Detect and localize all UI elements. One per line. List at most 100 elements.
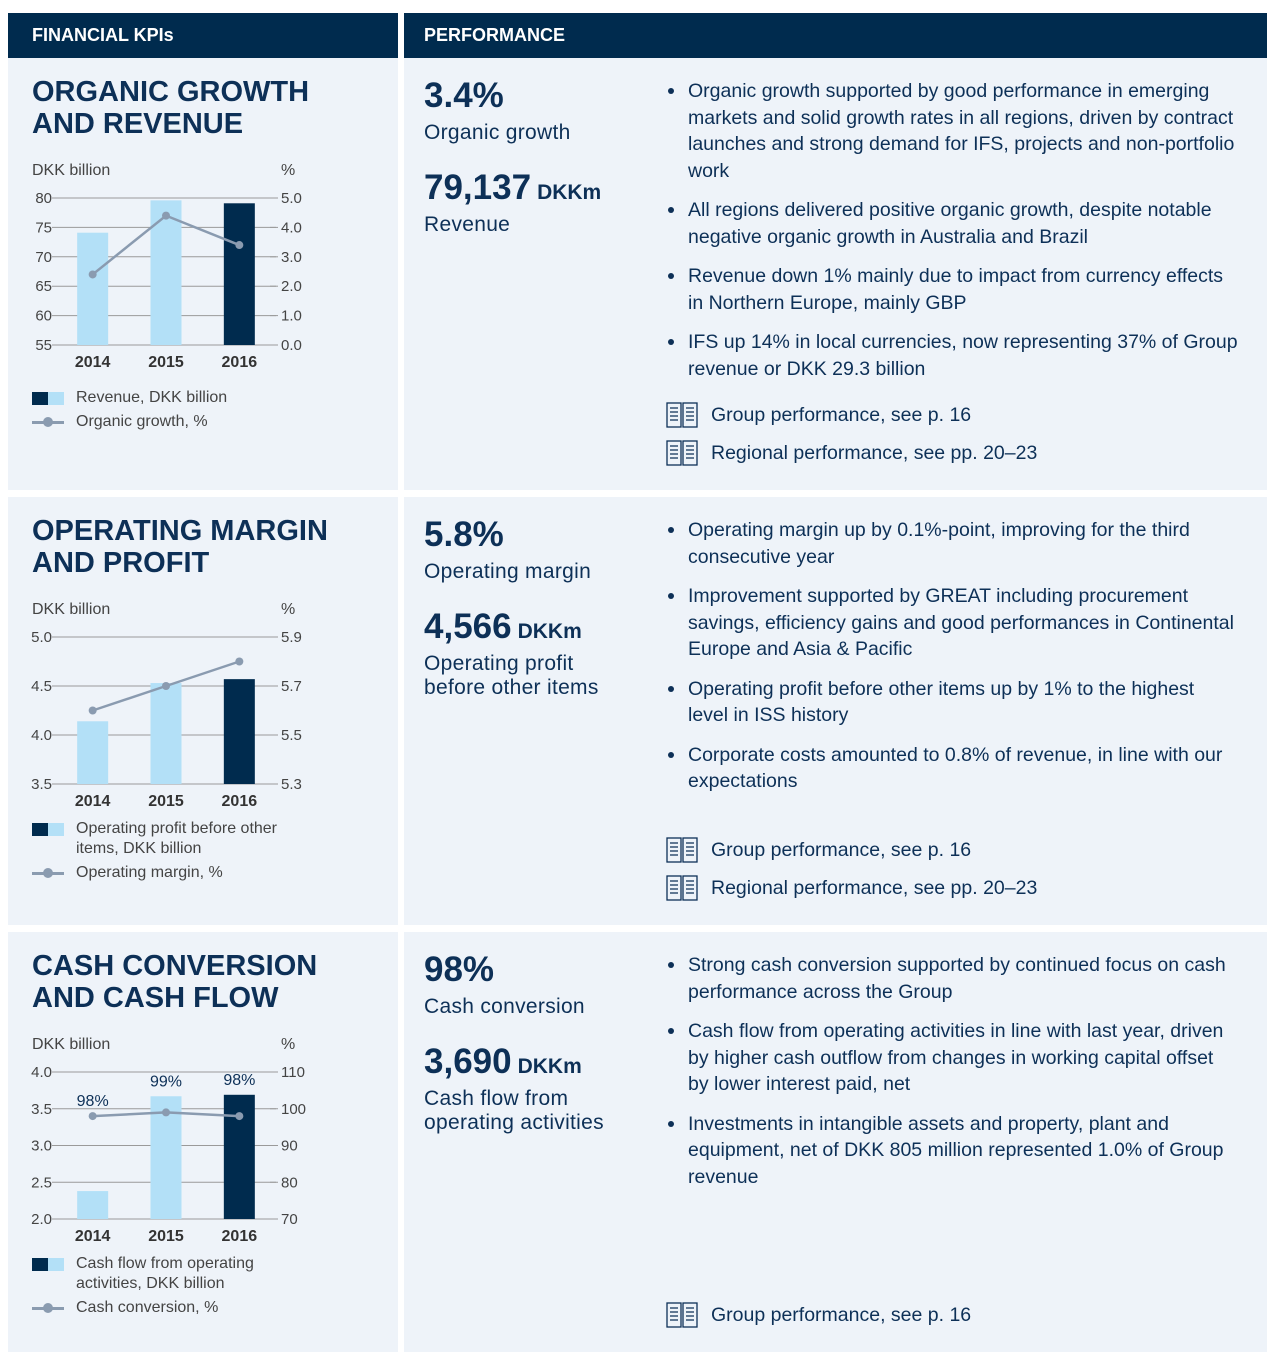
y2-axis-label: % xyxy=(281,601,295,618)
data-label: 98% xyxy=(77,1093,109,1110)
legend-item: Operating profit before other items, DKK… xyxy=(32,819,301,859)
x-tick-label: 2015 xyxy=(148,793,184,810)
performance-panel: 98% Cash conversion 3,690 DKKm Cash flow fro… xyxy=(404,932,1267,1352)
legend: Cash flow from operating activities, DKK… xyxy=(32,1254,301,1322)
bullets: Operating margin up by 0.1%-point, impro… xyxy=(668,517,1238,808)
bullet: All regions delivered positive organic g… xyxy=(668,197,1238,250)
bullet: Strong cash conversion supported by cont… xyxy=(668,952,1238,1005)
kpi-unit: DKKm xyxy=(537,181,602,204)
bar xyxy=(150,1096,182,1219)
line-point xyxy=(162,682,170,690)
legend-label: Operating profit before other items, DKK… xyxy=(76,820,278,857)
legend-label: Revenue, DKK billion xyxy=(76,389,228,406)
kpi-value: 3.4% xyxy=(424,76,504,116)
y2-tick-label: 0.0 xyxy=(281,337,302,354)
y-tick-label: 3.5 xyxy=(31,1101,52,1118)
y2-tick-label: 5.5 xyxy=(281,727,302,744)
y-tick-label: 80 xyxy=(35,190,52,207)
legend-item: Cash flow from operating activities, DKK… xyxy=(32,1254,301,1294)
y2-tick-label: 5.3 xyxy=(281,776,302,793)
reference: Group performance, see p. 16 xyxy=(666,1296,971,1334)
y-tick-label: 55 xyxy=(35,337,52,354)
y-tick-label: 2.0 xyxy=(31,1211,52,1228)
book-icon xyxy=(666,837,698,863)
kpi-number: 5.8% xyxy=(424,515,504,554)
bar xyxy=(77,1191,109,1219)
header-left: FINANCIAL KPIs xyxy=(8,13,398,58)
x-tick-label: 2014 xyxy=(75,354,111,371)
y2-tick-label: 5.0 xyxy=(281,190,302,207)
kpi-label: Organic growth xyxy=(424,121,571,144)
chart: DKK billion % 3.5 4.0 4.5 5.0 5.3 5.5 5.7 5.9 2014… xyxy=(31,601,302,810)
legend: Operating profit before other items, DKK… xyxy=(32,819,301,887)
legend: Revenue, DKK billion Organic growth, % xyxy=(32,388,301,436)
y-tick-label: 3.0 xyxy=(31,1138,52,1155)
line-point xyxy=(88,1112,97,1121)
line-point xyxy=(88,270,97,279)
book-icon xyxy=(666,875,698,901)
legend-label: Operating margin, % xyxy=(76,864,223,881)
reference-text: Group performance, see p. 16 xyxy=(711,403,972,426)
y2-tick-label: 90 xyxy=(281,1138,298,1155)
kpi-value: 3,690 DKKm xyxy=(424,1042,582,1082)
reference-text: Regional performance, see pp. 20–23 xyxy=(711,441,1038,464)
y2-axis-label: % xyxy=(281,162,295,179)
bar xyxy=(223,679,255,784)
kpi-label: Operating profit before other items xyxy=(424,652,599,699)
y-tick-label: 65 xyxy=(35,278,52,295)
reference-text: Group performance, see p. 16 xyxy=(711,1303,972,1326)
kpi-label: Operating margin xyxy=(424,560,592,583)
legend-item: Revenue, DKK billion xyxy=(32,388,301,408)
kpi-value: 4,566 DKKm xyxy=(424,607,582,647)
performance-panel: 5.8% Operating margin 4,566 DKKm Operating p… xyxy=(404,497,1267,925)
y-tick-label: 5.0 xyxy=(31,629,52,646)
legend-swatch xyxy=(32,412,76,432)
y-tick-label: 2.5 xyxy=(31,1174,52,1191)
legend-label: Organic growth, % xyxy=(76,413,208,430)
reference: Group performance, see p. 16 xyxy=(666,396,1037,434)
bullet: Cash flow from operating activities in l… xyxy=(668,1018,1238,1098)
y2-tick-label: 5.7 xyxy=(281,678,302,695)
legend-item: Organic growth, % xyxy=(32,412,301,432)
y2-tick-label: 5.9 xyxy=(281,629,302,646)
section-title: OPERATING MARGIN AND PROFIT xyxy=(32,515,328,579)
y-tick-label: 60 xyxy=(35,308,52,325)
bullet: IFS up 14% in local currencies, now repr… xyxy=(668,329,1238,382)
bar xyxy=(223,203,255,345)
legend-item: Operating margin, % xyxy=(32,863,301,883)
references: Group performance, see p. 16 xyxy=(666,1296,971,1334)
y-tick-label: 70 xyxy=(35,249,52,266)
y2-tick-label: 3.0 xyxy=(281,249,302,266)
y2-tick-label: 70 xyxy=(281,1211,298,1228)
section-title: CASH CONVERSION AND CASH FLOW xyxy=(32,950,318,1014)
references: Group performance, see p. 16 Regional per… xyxy=(666,396,1037,472)
x-tick-label: 2014 xyxy=(75,1228,111,1245)
bullet: Corporate costs amounted to 0.8% of reve… xyxy=(668,742,1238,795)
bullet: Improvement supported by GREAT including… xyxy=(668,583,1238,663)
y2-tick-label: 110 xyxy=(281,1064,305,1081)
book-icon xyxy=(666,402,698,428)
y2-tick-label: 100 xyxy=(281,1101,306,1118)
kpi-label: Cash conversion xyxy=(424,995,585,1018)
x-tick-label: 2016 xyxy=(222,793,258,810)
kpi-unit: DKKm xyxy=(517,620,582,643)
bullet: Revenue down 1% mainly due to impact fro… xyxy=(668,263,1238,316)
y2-tick-label: 2.0 xyxy=(281,278,302,295)
y-tick-label: 3.5 xyxy=(31,776,52,793)
y2-axis-label: % xyxy=(281,1036,295,1053)
bar xyxy=(77,721,109,784)
kpi-label: Revenue xyxy=(424,213,511,236)
y-axis-label: DKK billion xyxy=(32,162,110,179)
legend-swatch xyxy=(32,819,76,839)
x-tick-label: 2015 xyxy=(148,1228,184,1245)
line-point xyxy=(162,211,170,220)
y-tick-label: 4.0 xyxy=(31,727,52,744)
x-tick-label: 2016 xyxy=(222,354,258,371)
line-point xyxy=(162,1108,170,1117)
bullets: Organic growth supported by good perform… xyxy=(668,78,1238,395)
reference-text: Regional performance, see pp. 20–23 xyxy=(711,876,1038,899)
y-axis-label: DKK billion xyxy=(32,601,110,618)
line-point xyxy=(235,657,244,666)
book-icon xyxy=(666,440,698,466)
x-tick-label: 2014 xyxy=(75,793,111,810)
